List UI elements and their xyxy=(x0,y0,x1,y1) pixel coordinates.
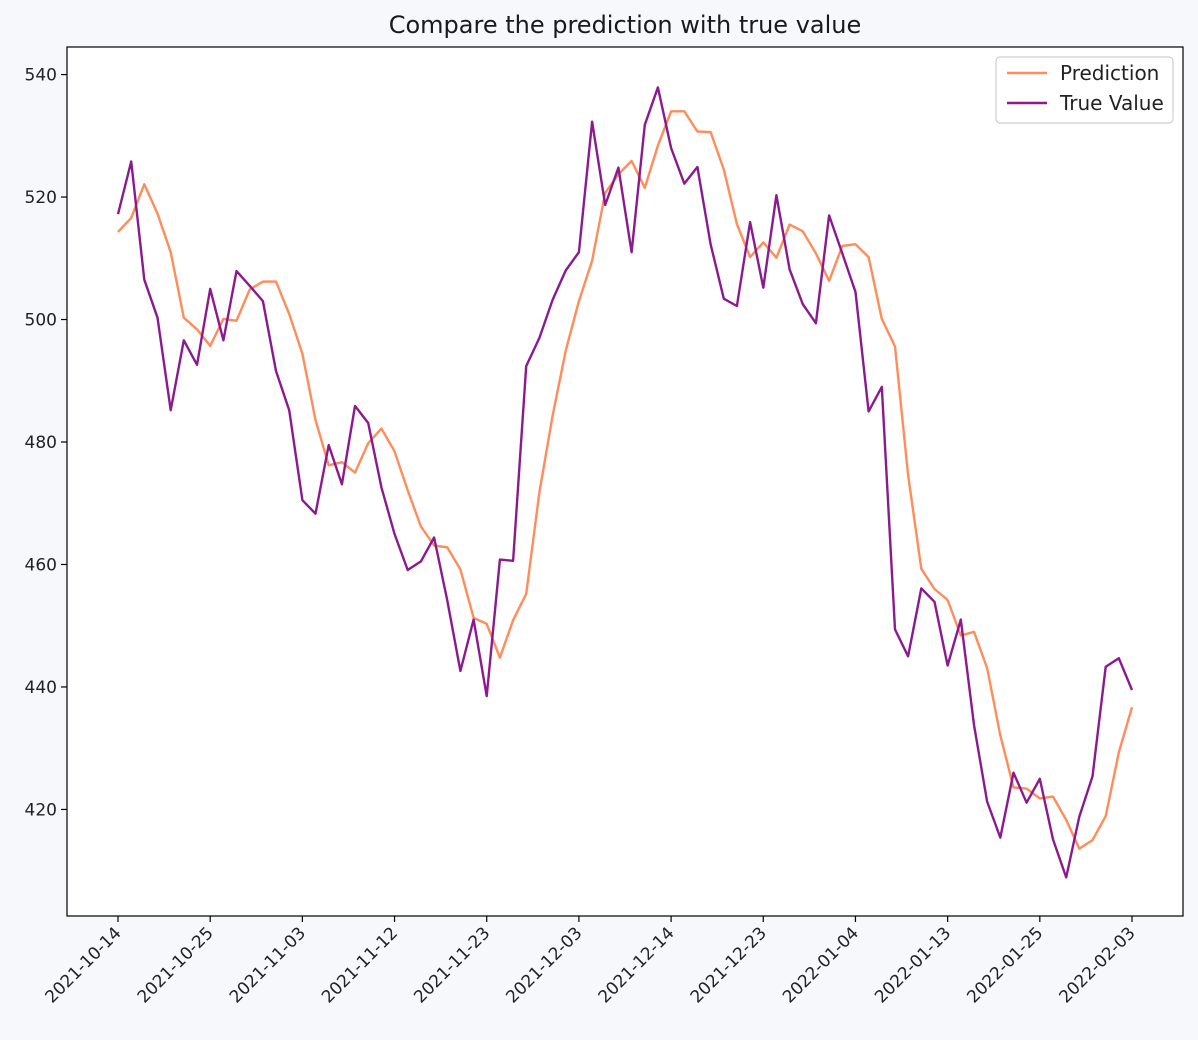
plot-frame xyxy=(66,46,1184,917)
x-tick-label: 2021-12-14 xyxy=(595,923,679,1007)
y-tick-label: 440 xyxy=(25,678,57,698)
x-tick-label: 2022-01-13 xyxy=(871,923,955,1007)
chart-title: Compare the prediction with true value xyxy=(389,11,862,39)
x-tick-label: 2021-10-25 xyxy=(134,923,218,1007)
legend-label: Prediction xyxy=(1060,61,1159,85)
x-tick-label: 2022-02-03 xyxy=(1056,923,1140,1007)
x-tick-label: 2022-01-25 xyxy=(963,923,1047,1007)
series-line-true-value xyxy=(116,86,1134,879)
x-tick-label: 2021-10-14 xyxy=(42,923,126,1007)
legend-label: True Value xyxy=(1059,91,1164,115)
x-tick-label: 2021-12-03 xyxy=(502,923,586,1007)
plot-area xyxy=(67,47,1183,916)
series-group xyxy=(116,86,1134,879)
y-tick-label: 420 xyxy=(25,800,57,820)
y-tick-label: 520 xyxy=(25,188,57,208)
x-tick-label: 2021-12-23 xyxy=(687,923,771,1007)
x-tick-label: 2021-11-03 xyxy=(226,923,310,1007)
x-axis: 2021-10-14 2021-10-25 2021-11-03 2021-11-12… xyxy=(42,916,1140,1007)
legend: Prediction True Value xyxy=(995,56,1174,124)
x-tick-label: 2022-01-04 xyxy=(779,923,863,1007)
y-tick-label: 540 xyxy=(25,66,57,86)
y-tick-label: 480 xyxy=(25,433,57,453)
x-tick-label: 2021-11-12 xyxy=(318,923,402,1007)
y-tick-label: 460 xyxy=(25,555,57,575)
y-axis: 420 440 460 480 500 520 540 xyxy=(25,66,67,820)
y-tick-label: 500 xyxy=(25,311,57,331)
x-tick-label: 2021-11-23 xyxy=(410,923,494,1007)
